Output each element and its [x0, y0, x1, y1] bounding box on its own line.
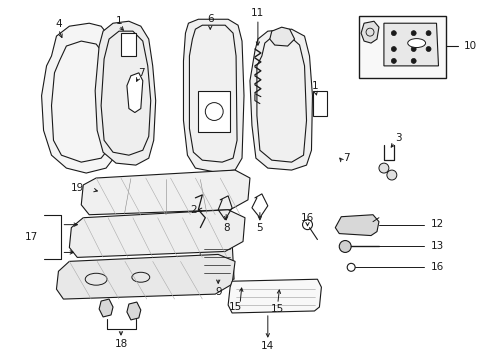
- Text: 16: 16: [429, 262, 443, 272]
- Circle shape: [390, 46, 395, 51]
- Text: 1: 1: [311, 81, 318, 91]
- Bar: [358, 16, 446, 78]
- Text: 6: 6: [206, 14, 213, 24]
- Text: 4: 4: [55, 19, 61, 29]
- Circle shape: [302, 220, 312, 230]
- Text: 14: 14: [261, 341, 274, 351]
- Text: 15: 15: [228, 302, 241, 312]
- Text: 3: 3: [395, 133, 401, 143]
- Polygon shape: [121, 33, 136, 56]
- Polygon shape: [200, 242, 234, 279]
- Circle shape: [425, 46, 430, 51]
- Circle shape: [425, 31, 430, 36]
- Circle shape: [378, 163, 388, 173]
- Polygon shape: [335, 215, 378, 235]
- Polygon shape: [41, 23, 119, 173]
- Circle shape: [339, 240, 350, 252]
- Polygon shape: [99, 299, 113, 317]
- Polygon shape: [95, 21, 155, 165]
- Text: 16: 16: [300, 213, 313, 223]
- Text: 15: 15: [270, 304, 284, 314]
- Circle shape: [410, 31, 415, 36]
- Circle shape: [346, 264, 354, 271]
- Text: 2: 2: [190, 205, 196, 215]
- Polygon shape: [81, 170, 249, 215]
- Bar: [198, 91, 230, 132]
- Polygon shape: [228, 279, 321, 313]
- Text: 13: 13: [429, 242, 443, 252]
- Polygon shape: [127, 302, 141, 320]
- Polygon shape: [360, 21, 378, 43]
- Text: 9: 9: [214, 287, 221, 297]
- Polygon shape: [127, 73, 142, 113]
- Text: 7: 7: [342, 153, 349, 163]
- Text: 8: 8: [223, 222, 229, 233]
- Text: 1: 1: [116, 16, 122, 26]
- Polygon shape: [313, 91, 326, 116]
- Polygon shape: [383, 23, 438, 66]
- Circle shape: [390, 58, 395, 63]
- Text: 12: 12: [429, 219, 443, 229]
- Ellipse shape: [407, 39, 425, 48]
- Polygon shape: [183, 19, 244, 172]
- Circle shape: [386, 170, 396, 180]
- Text: 5: 5: [256, 222, 263, 233]
- Polygon shape: [269, 27, 294, 46]
- Circle shape: [390, 31, 395, 36]
- Text: 11: 11: [251, 8, 264, 18]
- Text: 17: 17: [25, 231, 38, 242]
- Polygon shape: [56, 255, 235, 299]
- Circle shape: [410, 58, 415, 63]
- Text: 7: 7: [138, 68, 145, 78]
- Text: 18: 18: [114, 339, 127, 349]
- Polygon shape: [69, 210, 244, 257]
- Text: 10: 10: [463, 41, 476, 51]
- Polygon shape: [249, 29, 312, 170]
- Text: 19: 19: [71, 183, 84, 193]
- Circle shape: [410, 46, 415, 51]
